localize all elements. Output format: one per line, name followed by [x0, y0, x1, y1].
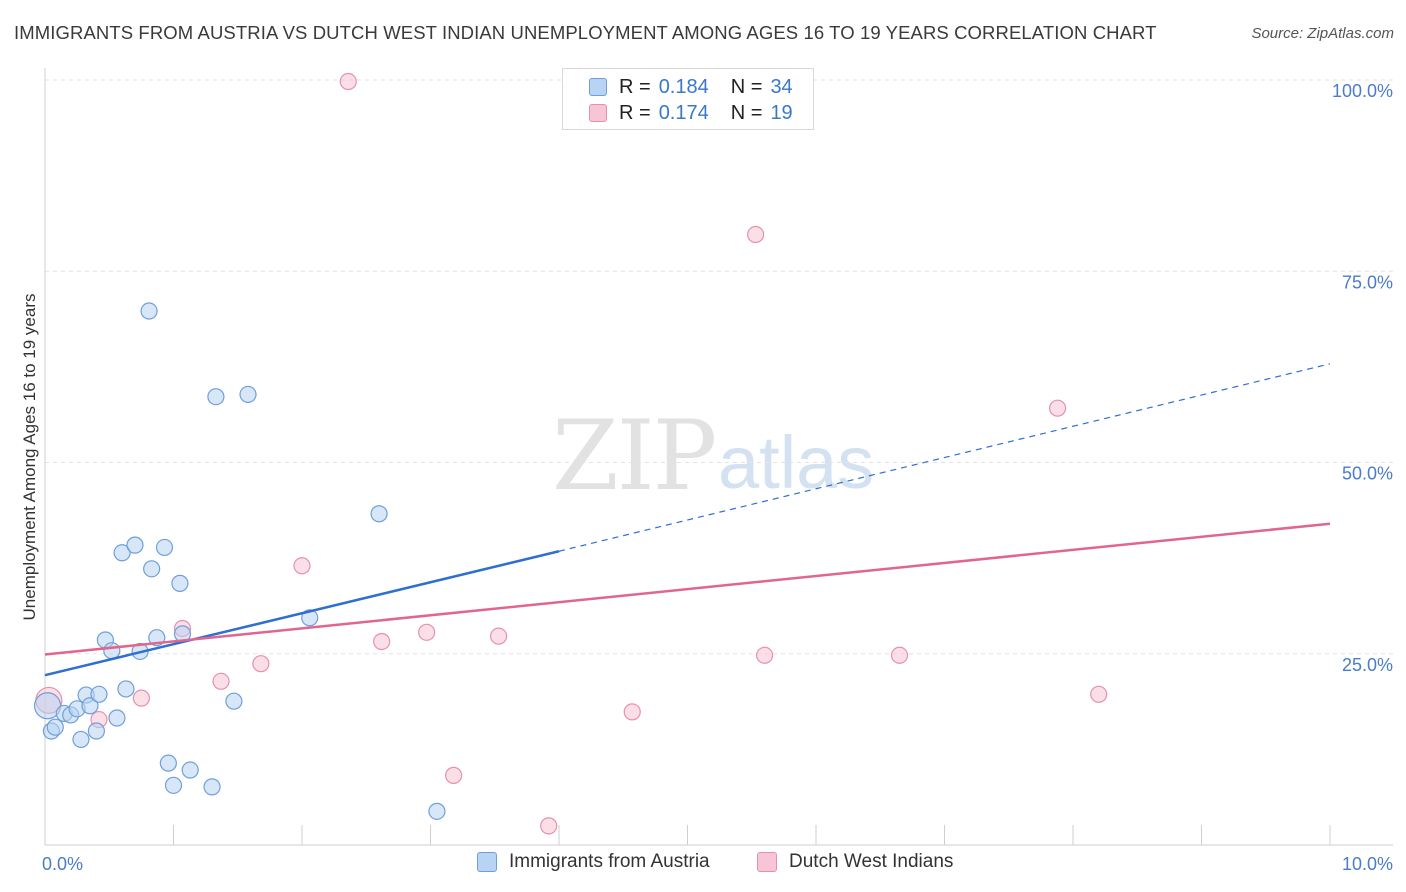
legend-r-value: 0.174: [658, 101, 709, 124]
legend-n-value: 19: [770, 101, 793, 124]
austria-point: [428, 802, 446, 820]
dutch-west-indians-trend-line: [44, 522, 1331, 656]
austria-point: [90, 685, 108, 703]
legend-swatch-dutch-west-indians: [589, 104, 607, 122]
legend-n-value: 34: [770, 75, 793, 98]
dutch-west-indians-point: [623, 703, 641, 721]
bottom-legend-label-austria: Immigrants from Austria: [509, 851, 710, 872]
dutch-west-indians-point: [1048, 399, 1067, 417]
austria-point: [72, 730, 90, 749]
y-axis-label: Unemployment Among Ages 16 to 19 years: [20, 293, 39, 621]
austria-point: [207, 388, 225, 406]
legend-r-value: 0.184: [658, 75, 709, 98]
austria-point: [46, 718, 64, 736]
austria-point: [164, 776, 183, 794]
austria-point: [81, 697, 99, 715]
dutch-west-indians-point: [252, 655, 270, 673]
austria-point: [117, 680, 135, 698]
legend-r-label: R =: [619, 101, 651, 124]
austria-point: [159, 754, 177, 772]
chart-title: IMMIGRANTS FROM AUSTRIA VS DUTCH WEST IN…: [14, 22, 1157, 43]
bottom-legend-label-dutch-west-indians: Dutch West Indians: [789, 851, 954, 872]
austria-point: [239, 385, 257, 404]
austria-point: [171, 574, 189, 592]
dutch-west-indians-point: [445, 766, 463, 784]
y-tick-label: 100.0%: [1332, 81, 1393, 101]
legend-n-label: N =: [730, 101, 763, 124]
dutch-west-indians-point: [890, 646, 909, 664]
source-credit: Source: ZipAtlas.com: [1251, 25, 1394, 42]
austria-point: [155, 538, 174, 557]
austria-point: [225, 692, 243, 710]
dutch-west-indians-point: [339, 72, 357, 91]
y-tick-label: 25.0%: [1342, 655, 1393, 675]
legend-swatch-austria: [589, 78, 607, 96]
austria-point: [113, 544, 131, 562]
dutch-west-indians-point: [755, 646, 774, 664]
bottom-legend-swatch-austria: [477, 852, 497, 872]
dutch-west-indians-point: [132, 689, 150, 707]
austria-point: [181, 761, 199, 779]
legend-n-label: N =: [730, 75, 763, 98]
austria-point: [203, 778, 221, 796]
dutch-west-indians-point: [373, 632, 391, 651]
y-tick-label: 50.0%: [1342, 464, 1393, 484]
bottom-legend-austria: Immigrants from Austria: [477, 851, 710, 873]
austria-point: [301, 609, 319, 627]
dutch-west-indians-point: [1090, 685, 1108, 703]
austria-point: [143, 560, 161, 578]
dutch-west-indians-point: [418, 623, 436, 641]
austria-point: [87, 722, 106, 740]
dutch-west-indians-point: [747, 225, 765, 244]
y-tick-label: 75.0%: [1342, 272, 1393, 292]
dutch-west-indians-point: [490, 627, 508, 645]
dutch-west-indians-point: [212, 672, 230, 690]
austria-point: [108, 709, 126, 727]
austria-trend-line: [44, 550, 560, 677]
legend-row-austria: R = 0.184 N = 34: [589, 74, 793, 100]
austria-point: [140, 302, 158, 320]
bottom-legend-swatch-dutch-west-indians: [757, 852, 777, 872]
austria-trend-extension: [558, 363, 1331, 552]
x-tick-label: 10.0%: [1342, 854, 1393, 874]
dutch-west-indians-point: [540, 817, 558, 835]
x-tick-label: 0.0%: [42, 854, 83, 874]
bottom-legend-dutch-west-indians: Dutch West Indians: [757, 851, 953, 873]
austria-point: [126, 536, 144, 554]
legend-row-dutch-west-indians: R = 0.174 N = 19: [589, 100, 793, 126]
watermark-zip: ZIP: [552, 400, 717, 512]
dutch-west-indians-point: [293, 557, 311, 575]
austria-point: [103, 642, 121, 660]
correlation-legend: R = 0.184 N = 34 R = 0.174 N = 19: [562, 68, 814, 130]
austria-point: [370, 505, 388, 523]
legend-r-label: R =: [619, 75, 651, 98]
